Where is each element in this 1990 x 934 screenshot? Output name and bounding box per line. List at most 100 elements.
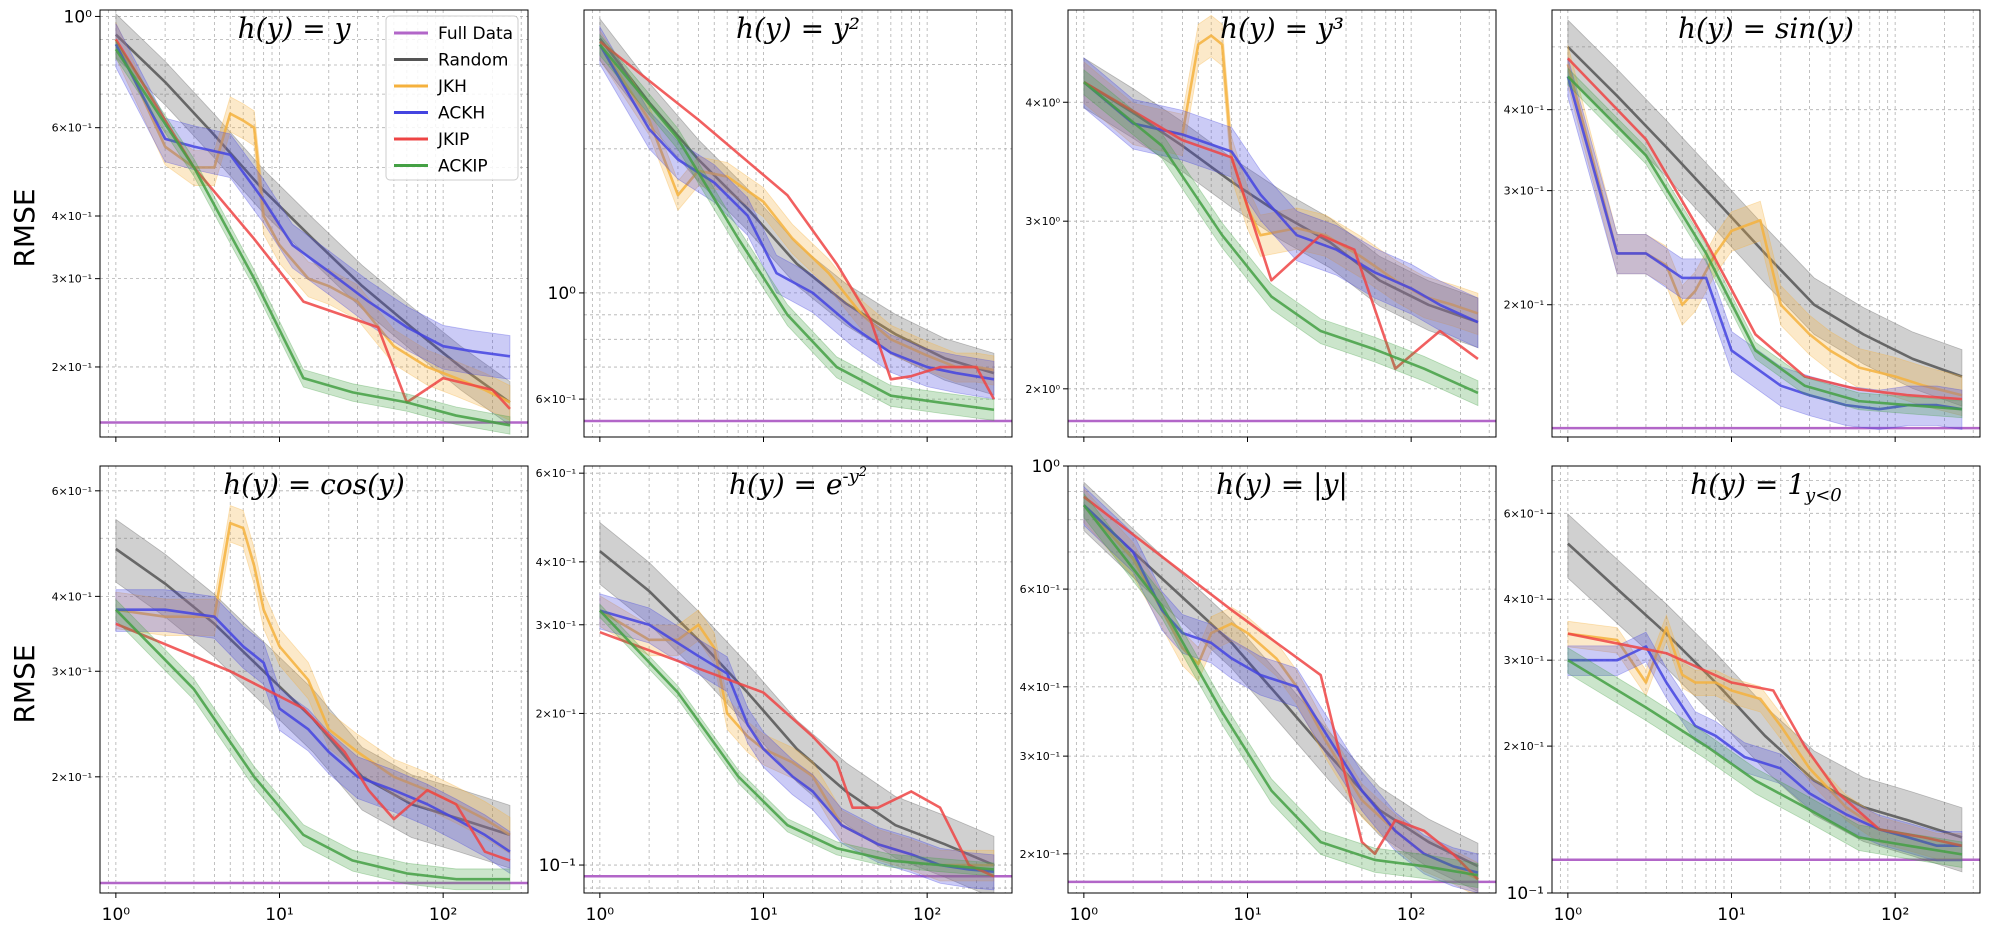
row2-ylabel: RMSE (8, 644, 41, 723)
x-tick-label: 10² (913, 905, 941, 925)
series-ackh (599, 609, 995, 873)
series-layer (584, 521, 1012, 893)
y-tick-label: 4×10⁻¹ (536, 556, 576, 569)
panel-8: 6×10⁻¹ 4×10⁻¹ 3×10⁻¹ 2×10⁻¹ 10⁻¹ 10⁰ 10¹ 10² h(y… (1504, 465, 1981, 925)
y-tick-label: 6×10⁻¹ (52, 485, 92, 498)
band-ackip (1567, 67, 1963, 419)
legend: Full Data Random JKH ACKH JKIP ACKIP (385, 15, 519, 181)
series-jkip (1083, 495, 1479, 881)
series-layer (1552, 513, 1980, 873)
legend-label: ACKH (438, 104, 485, 124)
series-ackh (598, 44, 995, 381)
band-jkh (115, 504, 511, 855)
y-tick-label: 3×10⁻¹ (1504, 185, 1544, 198)
series-jkip (115, 622, 511, 862)
band-jkh (115, 22, 511, 422)
panel-title: h(y) = 1y<0 (1690, 468, 1841, 506)
series-jkip (1566, 57, 1963, 401)
band-ackip (599, 33, 995, 421)
panel-title: h(y) = |y| (1216, 468, 1348, 501)
legend-label: JKH (437, 77, 467, 97)
y-tick-label: 3×10⁻¹ (1020, 750, 1060, 763)
band-random (599, 17, 995, 396)
legend-label: Full Data (438, 24, 513, 44)
plot-area (584, 466, 1012, 893)
series-jkip (599, 630, 995, 878)
axes-frame (99, 465, 529, 894)
band-ackh (1567, 631, 1963, 862)
panel-4: 4×10⁻¹ 3×10⁻¹ 2×10⁻¹ h(y) = sin(y) (1504, 9, 1981, 442)
panel-3: 4×10⁰ 3×10⁰ 2×10⁰ h(y) = y³ (1025, 9, 1497, 442)
band-random (1567, 19, 1963, 407)
y-tick-label: 4×10⁻¹ (52, 210, 92, 223)
row1-ylabel: RMSE (8, 188, 41, 267)
series-ackip (1567, 659, 1963, 856)
series-ackh (115, 608, 511, 853)
legend-label: Random (438, 51, 508, 71)
y-tick-label: 6×10⁻¹ (1504, 507, 1544, 520)
y-tick-label: 2×10⁻¹ (1504, 740, 1544, 753)
series-random (599, 550, 995, 867)
y-tick-label: 3×10⁻¹ (1504, 654, 1544, 667)
series-random (1566, 542, 1963, 839)
y-tick-label: 4×10⁰ (1025, 96, 1060, 109)
panel-1: 10⁰ 6×10⁻¹ 4×10⁻¹ 3×10⁻¹ 2×10⁻¹ h(y) = y Full … (52, 7, 529, 442)
x-tick-label: 10⁰ (1070, 905, 1099, 925)
panel-title: h(y) = y² (736, 12, 860, 45)
band-ackh (115, 23, 511, 380)
panel-title: h(y) = e-y2 (729, 465, 867, 501)
y-tick-label: 2×10⁻¹ (536, 707, 576, 720)
gridlines (1552, 466, 1980, 893)
band-random (1083, 481, 1479, 893)
y-tick-label: 4×10⁻¹ (1020, 681, 1060, 694)
series-ackip (1083, 81, 1479, 395)
series-random (1566, 45, 1963, 378)
y-tick-label: 4×10⁻¹ (52, 590, 92, 603)
series-layer (1552, 19, 1980, 431)
series-jkh (114, 38, 511, 404)
y-tick-label: 2×10⁰ (1025, 383, 1060, 396)
axes-frame (1551, 465, 1981, 894)
band-ackip (1083, 492, 1479, 889)
gridlines (1068, 10, 1496, 437)
series-ackip (1082, 504, 1479, 877)
x-tick-label: 10² (1397, 905, 1425, 925)
series-ackip (114, 48, 511, 427)
x-tick-label: 10¹ (1233, 905, 1261, 925)
series-random (114, 33, 511, 404)
plot-area (100, 466, 528, 893)
band-random (1567, 513, 1963, 873)
band-ackip (1567, 647, 1963, 868)
x-tick-label: 10² (1881, 905, 1909, 925)
legend-label: ACKIP (438, 157, 488, 177)
series-random (598, 37, 995, 375)
series-layer (100, 12, 528, 435)
x-tick-label: 10⁰ (586, 905, 615, 925)
panel-title: h(y) = y³ (1220, 12, 1344, 45)
axes-frame (1067, 9, 1497, 438)
series-jkh (598, 44, 995, 372)
series-layer (1068, 14, 1496, 423)
panel-title: h(y) = sin(y) (1678, 12, 1854, 45)
y-tick-label: 2×10⁻¹ (1504, 299, 1544, 312)
series-ackip (598, 43, 995, 412)
band-ackip (1083, 69, 1479, 407)
y-tick-label: 3×10⁻¹ (52, 273, 92, 286)
y-tick-label: 6×10⁻¹ (536, 393, 576, 406)
axes-frame (99, 9, 529, 438)
y-tick-label: 2×10⁻¹ (1020, 848, 1060, 861)
series-jkip (1567, 632, 1963, 847)
band-ackip (115, 39, 511, 435)
panel-title: h(y) = cos(y) (223, 468, 405, 501)
plot-area (1552, 10, 1980, 437)
panel-7: 10⁰ 6×10⁻¹ 4×10⁻¹ 3×10⁻¹ 2×10⁻¹ 10⁰ 10¹ 10² h(y)… (1020, 457, 1497, 925)
axes-frame (1551, 9, 1981, 438)
panel-6: 6×10⁻¹ 4×10⁻¹ 3×10⁻¹ 2×10⁻¹ 10⁻¹ 10⁰ 10¹ 10² h(y… (536, 465, 1013, 925)
y-tick-label: 10⁰ (1032, 457, 1061, 477)
series-random (1083, 80, 1479, 324)
series-jkip (1083, 80, 1479, 370)
series-layer (1068, 481, 1496, 893)
gridlines (1552, 10, 1980, 437)
series-ackh (114, 43, 511, 358)
band-jkh (599, 29, 995, 386)
